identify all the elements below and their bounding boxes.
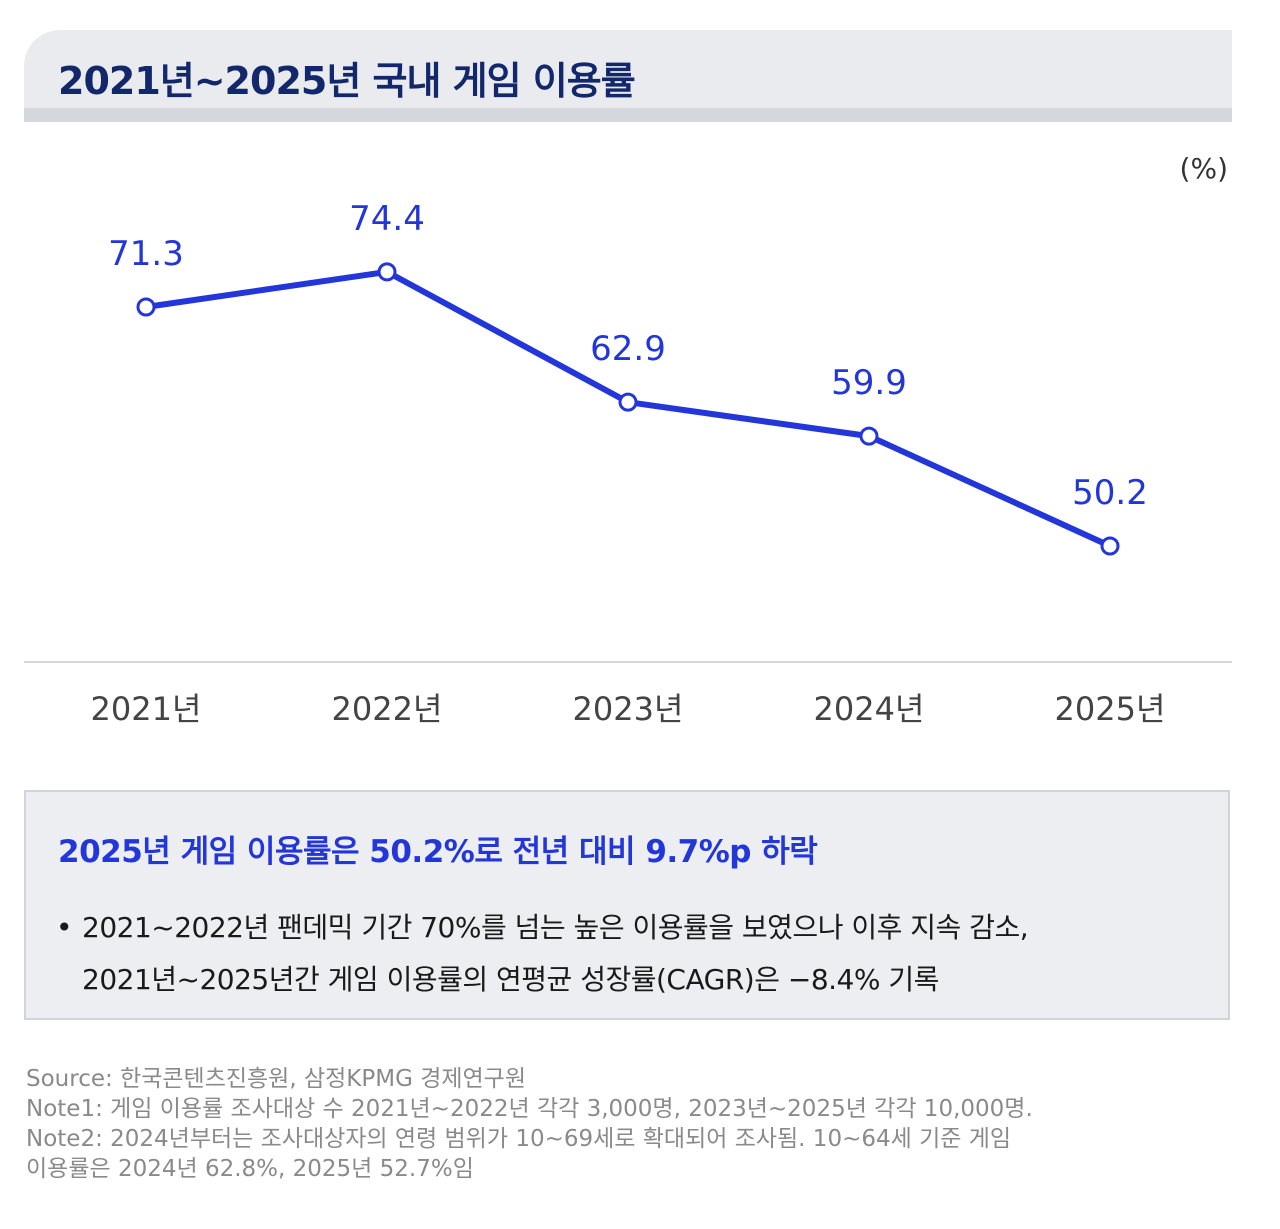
page-title: 2021년~2025년 국내 게임 이용률 bbox=[58, 59, 636, 103]
title-underline bbox=[24, 108, 1232, 122]
data-point-2023 bbox=[618, 392, 638, 412]
summary-line-2: 2021년~2025년간 게임 이용률의 연평균 성장률(CAGR)은 −8.4… bbox=[82, 963, 939, 996]
value-label: 71.3 bbox=[108, 234, 184, 274]
data-point-2021 bbox=[136, 297, 156, 317]
summary-bullet-item: • 2021~2022년 팬데믹 기간 70%를 넘는 높은 이용률을 보였으나… bbox=[56, 902, 1206, 954]
x-tick-label: 2024년 bbox=[814, 690, 925, 728]
footnotes: Source: 한국콘텐츠진흥원, 삼정KPMG 경제연구원 Note1: 게임… bbox=[26, 1064, 1246, 1184]
value-label: 74.4 bbox=[349, 199, 425, 239]
data-point-2022 bbox=[377, 262, 397, 282]
summary-body: • 2021~2022년 팬데믹 기간 70%를 넘는 높은 이용률을 보였으나… bbox=[56, 902, 1206, 1006]
data-point-2024 bbox=[859, 426, 879, 446]
bullet-spacer bbox=[56, 954, 82, 1006]
x-tick-label: 2021년 bbox=[91, 690, 202, 728]
value-label: 59.9 bbox=[831, 363, 907, 403]
value-label: 50.2 bbox=[1072, 473, 1148, 513]
data-point-2025 bbox=[1100, 536, 1120, 556]
x-tick-label: 2022년 bbox=[332, 690, 443, 728]
x-tick-label: 2025년 bbox=[1055, 690, 1166, 728]
summary-line-1: 2021~2022년 팬데믹 기간 70%를 넘는 높은 이용률을 보였으나 이… bbox=[82, 911, 1029, 944]
x-tick-label: 2023년 bbox=[573, 690, 684, 728]
line-chart: 71.3 74.4 62.9 59.9 50.2 2021년 2022년 2023년 2024… bbox=[24, 199, 1232, 728]
unit-label: (%) bbox=[1179, 152, 1228, 185]
note-2-line-1: Note2: 2024년부터는 조사대상자의 연령 범위가 10~69세로 확대… bbox=[26, 1126, 1012, 1152]
bullet-icon: • bbox=[56, 911, 73, 944]
note-2-line-2: 이용률은 2024년 62.8%, 2025년 52.7%임 bbox=[26, 1156, 474, 1182]
summary-continuation: 2021년~2025년간 게임 이용률의 연평균 성장률(CAGR)은 −8.4… bbox=[56, 954, 1206, 1006]
note-1: Note1: 게임 이용률 조사대상 수 2021년~2022년 각각 3,00… bbox=[26, 1096, 1033, 1122]
source-note: Source: 한국콘텐츠진흥원, 삼정KPMG 경제연구원 bbox=[26, 1066, 527, 1092]
title-bar bbox=[24, 30, 1232, 108]
summary-box: 2025년 게임 이용률은 50.2%로 전년 대비 9.7%p 하락 • 20… bbox=[24, 790, 1230, 1020]
value-label: 62.9 bbox=[590, 329, 666, 369]
summary-headline: 2025년 게임 이용률은 50.2%로 전년 대비 9.7%p 하락 bbox=[58, 834, 818, 870]
